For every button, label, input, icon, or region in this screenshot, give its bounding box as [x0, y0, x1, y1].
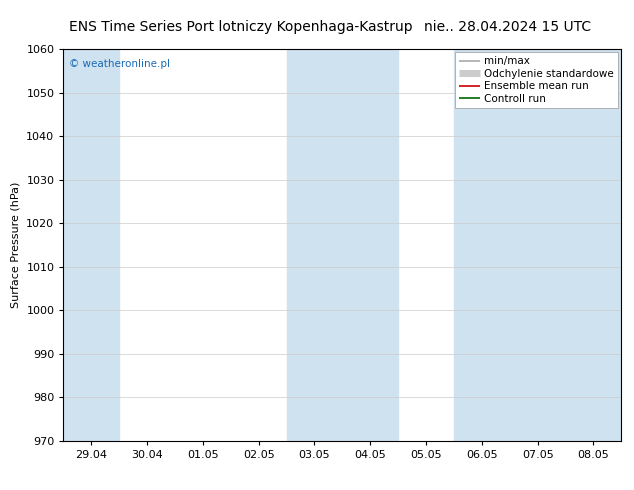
Bar — [287, 49, 398, 441]
Text: © weatheronline.pl: © weatheronline.pl — [69, 59, 170, 69]
Text: nie.. 28.04.2024 15 UTC: nie.. 28.04.2024 15 UTC — [424, 20, 591, 34]
Bar — [454, 49, 621, 441]
Text: ENS Time Series Port lotniczy Kopenhaga-Kastrup: ENS Time Series Port lotniczy Kopenhaga-… — [69, 20, 413, 34]
Y-axis label: Surface Pressure (hPa): Surface Pressure (hPa) — [11, 182, 21, 308]
Legend: min/max, Odchylenie standardowe, Ensemble mean run, Controll run: min/max, Odchylenie standardowe, Ensembl… — [455, 52, 618, 108]
Bar — [63, 49, 119, 441]
